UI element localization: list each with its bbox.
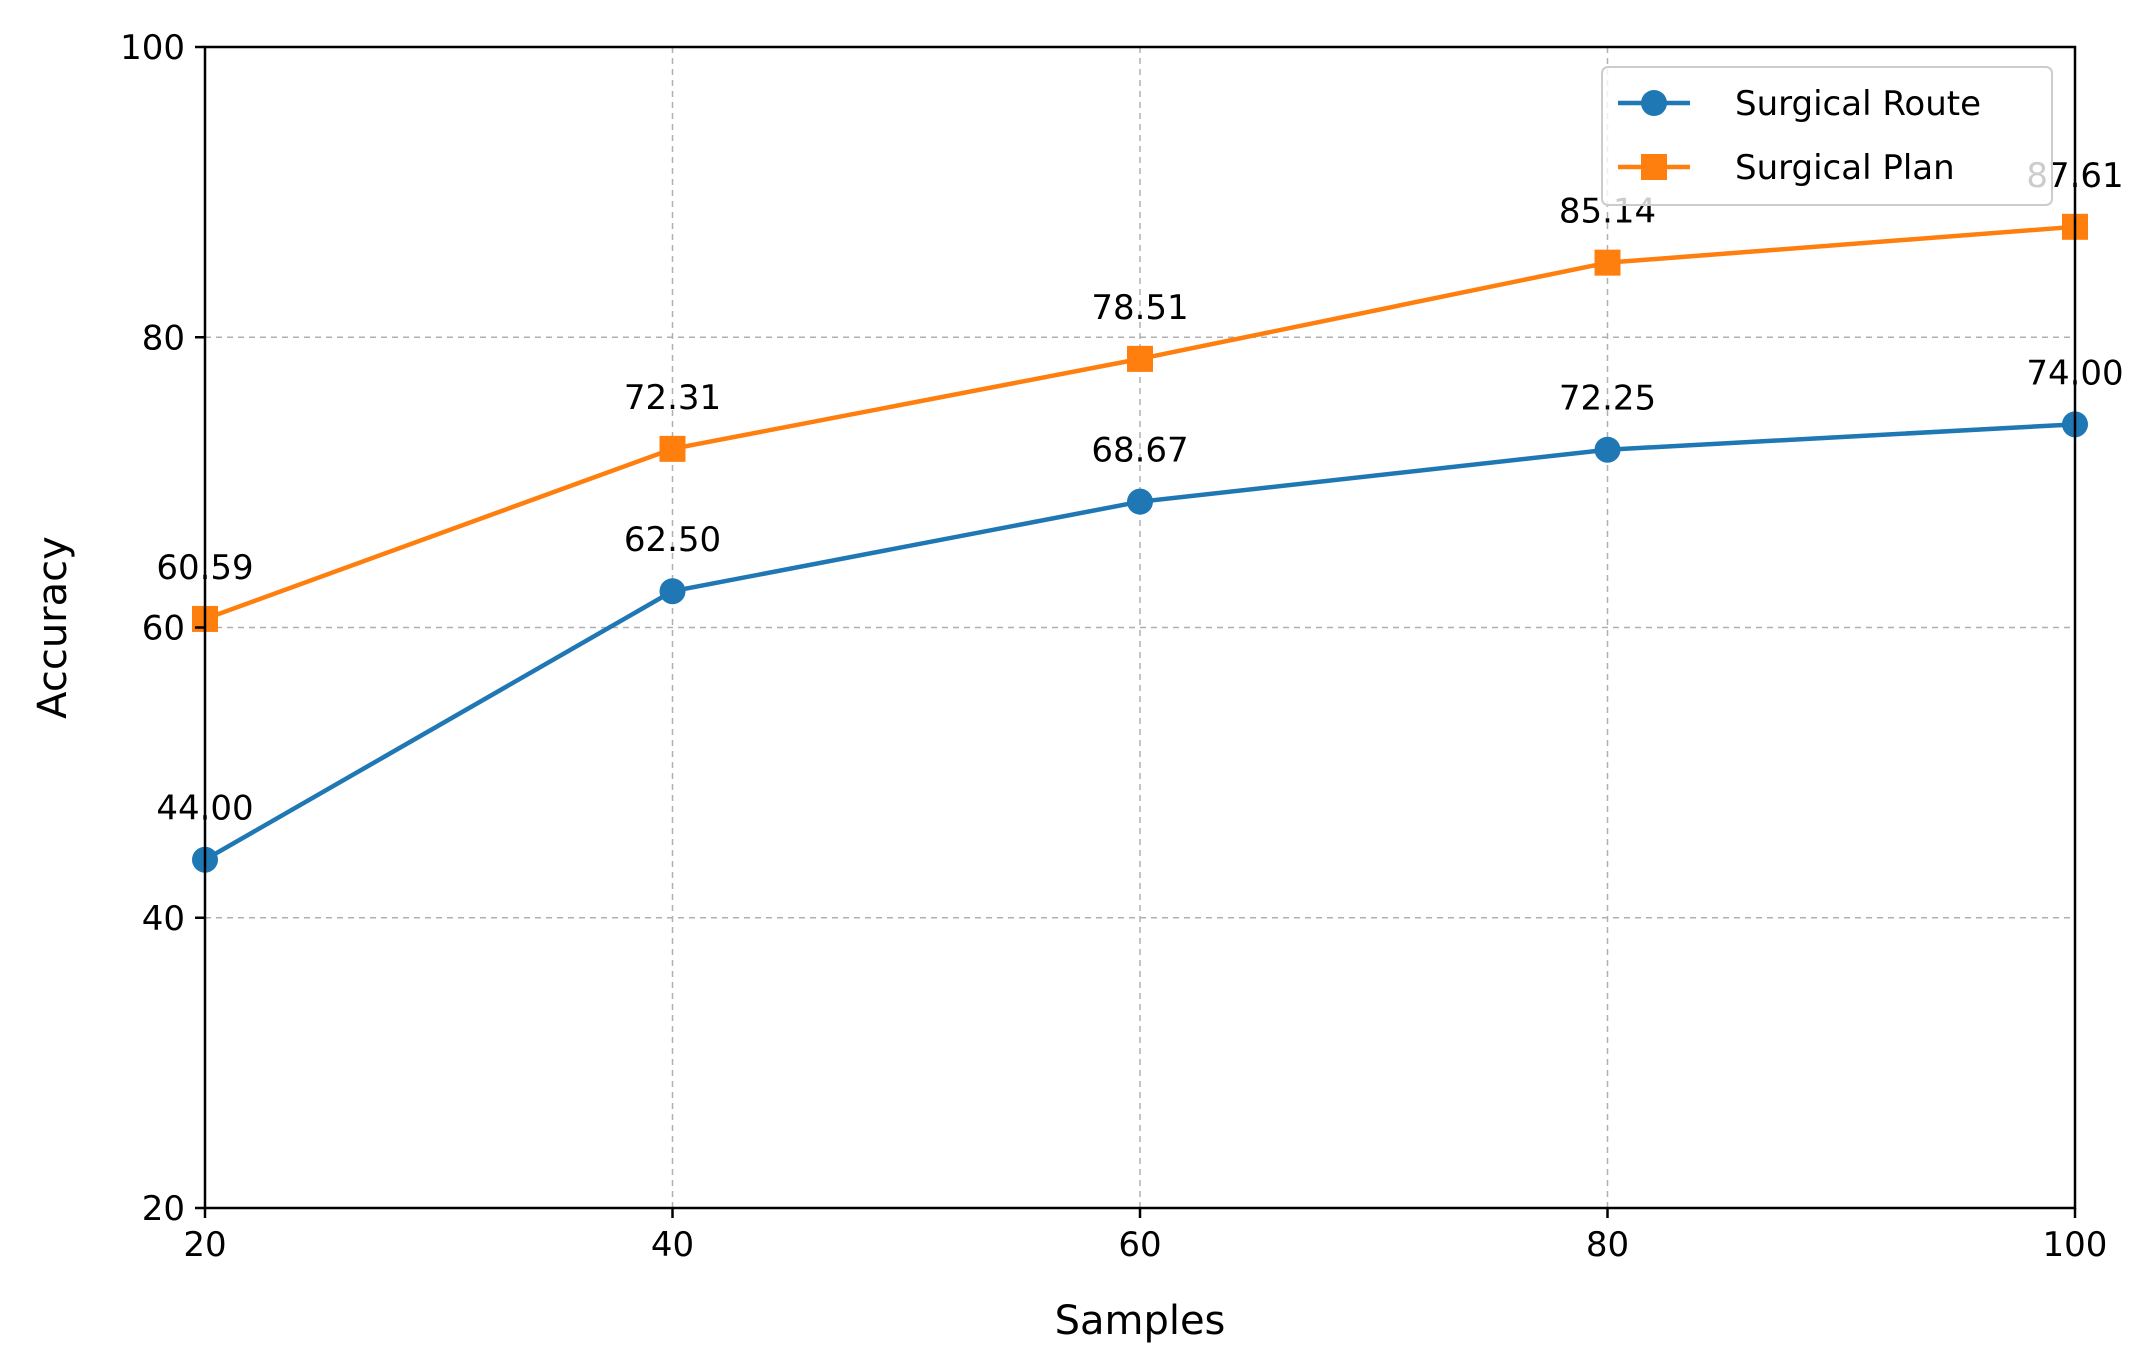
surgical-route-data-label: 62.50	[624, 520, 721, 560]
y-tick-label: 60	[142, 609, 185, 649]
surgical-route-point	[1594, 436, 1621, 463]
surgical-plan-point	[1127, 345, 1153, 372]
surgical-route-data-label: 68.67	[1091, 431, 1188, 471]
surgical-route-data-label: 72.25	[1559, 379, 1656, 419]
x-tick-label: 20	[183, 1225, 226, 1265]
legend-label-surgical-route: Surgical Route	[1735, 84, 1981, 124]
x-axis-label: Samples	[1055, 1298, 1226, 1344]
legend-entry-surgical-plan: Surgical Plan	[1618, 148, 1955, 188]
legend-entry-surgical-route: Surgical Route	[1618, 84, 1981, 124]
legend-box	[1601, 66, 2053, 206]
x-tick-label: 80	[1586, 1225, 1629, 1265]
x-tick-label: 60	[1118, 1225, 1161, 1265]
legend-label-surgical-plan: Surgical Plan	[1735, 148, 1955, 188]
legend: Surgical Route Surgical Plan	[1601, 66, 2053, 206]
y-axis-label: Accuracy	[30, 536, 76, 719]
surgical-route-point	[1127, 488, 1153, 515]
surgical-route-point	[659, 578, 686, 605]
surgical-plan-data-label: 78.51	[1091, 288, 1188, 328]
surgical-plan-data-label: 72.31	[624, 378, 721, 418]
series-surgical-plan	[192, 213, 2088, 632]
x-tick-label: 40	[651, 1225, 694, 1265]
surgical-plan-point	[659, 435, 686, 462]
tick-layer: 20 40 60 80 100 20 40 60 80 100	[120, 28, 2107, 1265]
y-tick-label: 100	[120, 28, 185, 68]
y-tick-label: 40	[142, 899, 185, 939]
surgical-plan-point	[1594, 249, 1621, 276]
legend-marker-surgical-route	[1641, 90, 1667, 116]
y-tick-label: 20	[142, 1189, 185, 1229]
x-tick-label: 100	[2043, 1225, 2108, 1265]
legend-entries: Surgical Route Surgical Plan	[1618, 84, 1981, 188]
y-tick-label: 80	[142, 318, 185, 358]
grid-layer	[204, 46, 2076, 1209]
legend-marker-surgical-plan	[1641, 154, 1667, 180]
